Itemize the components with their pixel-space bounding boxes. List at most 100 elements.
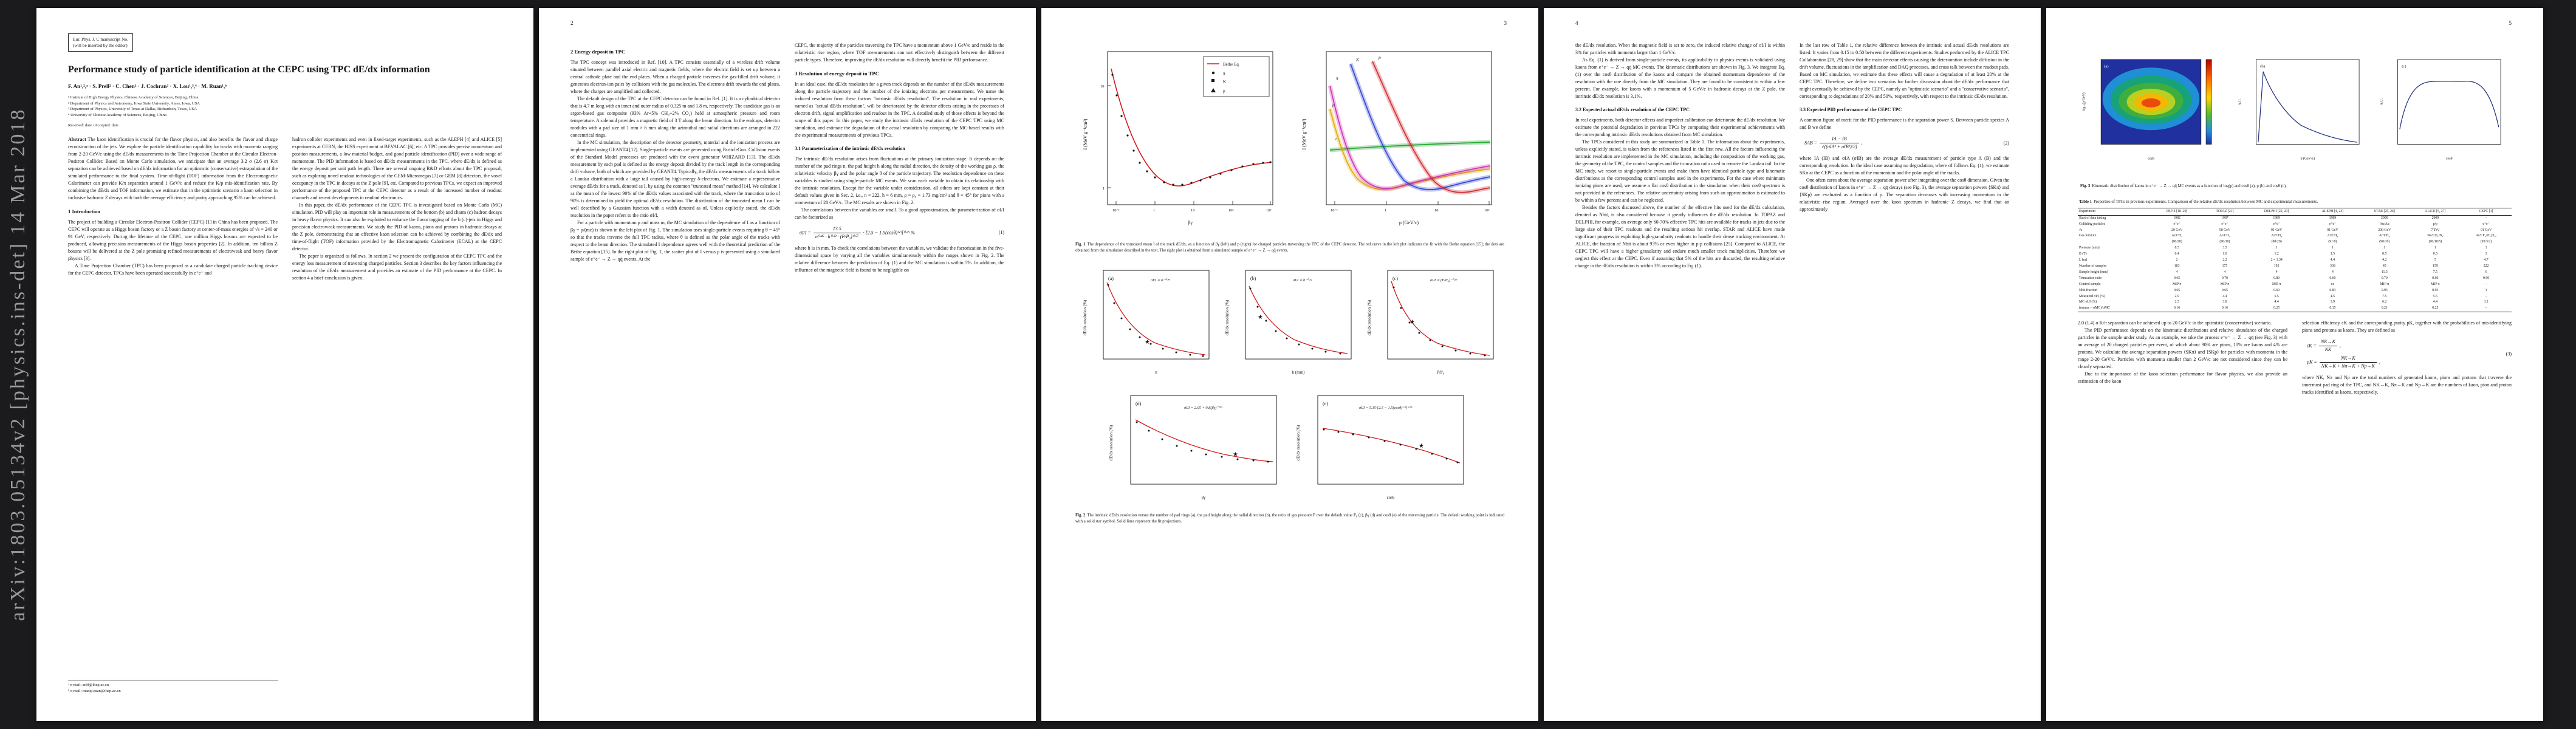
svg-text:A.U.: A.U. <box>2239 98 2242 106</box>
table-header: TOPAZ [21] <box>2202 208 2247 216</box>
paragraph: In this paper, the dE/dx performance of … <box>292 202 502 252</box>
paragraph: CEPC, the majority of the particles trav… <box>795 43 1004 63</box>
table-row: Number of samples 183 175 192 338 45 159 222 <box>2079 264 2489 268</box>
svg-text:p: p <box>1223 89 1225 94</box>
author-list: F. An¹,²,ᵃ · S. Prell² · C. Chen² · J. C… <box>68 83 227 89</box>
paragraph: A Time Projection Chamber (TPC) has been… <box>68 263 278 276</box>
table-row: (σmeas − σMC)/σMC 0.16 0.16 0.25 0.15 0.21 0.2… <box>2079 306 2487 310</box>
paragraph: Due to the importance of the kaon select… <box>2078 371 2287 385</box>
paragraph: where IA (IB) and σIA (σIB) are the aver… <box>1800 156 2009 176</box>
paragraph: selection efficiency εK and the correspo… <box>2302 320 2512 334</box>
table-row: Measured σI/I (%) 2.9 4.4 5.5 4.5 7.5 5.5– <box>2079 294 2487 298</box>
equation-number: (2) <box>2003 140 2009 146</box>
svg-text:σI/I = 2.05 + 0.8(βγ)⁻⁰·⁵: σI/I = 2.05 + 0.8(βγ)⁻⁰·⁵ <box>1184 406 1223 410</box>
figure2-panel-d: ★ (d) σI/I = 2.05 + 0.8(βγ)⁻⁰·⁵ βγ dE/dx… <box>1109 395 1277 500</box>
abstract-label: Abstract <box>68 137 88 143</box>
page-number: 2 <box>570 20 574 26</box>
table-row: Gas mixture Ar/CH₄ Ar/CH₄ Ar/CH₄ Ar/CH₄ Ar/CH… <box>2079 234 2497 238</box>
table-row: MC σI/I (%) 2.5 3.8 4.4 3.9 6.2 4.4 3.2 <box>2079 300 2489 304</box>
paragraph: The TPCs considered in this study are su… <box>1575 139 1785 203</box>
figure2-panel-c: ★ (c) σI/I ∝ (P/P₀)⁻⁰·⁵⁷ P/P₀ dE/dx reso… <box>1367 270 1494 375</box>
section-heading: 2 Energy deposit in TPC <box>570 49 626 55</box>
footnote-email: ᵃ e-mail: anff@ihep.ac.cn <box>68 683 109 688</box>
species-label-mu: μ <box>1332 102 1335 108</box>
svg-text:10⁻¹: 10⁻¹ <box>1112 208 1120 213</box>
svg-text:10³: 10³ <box>1266 208 1272 213</box>
default-point-star: ★ <box>1145 339 1150 346</box>
subsection-heading: 3.1 Parameterization of the intrinsic dE… <box>795 145 905 151</box>
paper-page-1: Eur. Phys. J. C manuscript No. (will be … <box>36 8 533 721</box>
table-header: PEP-4 [18–20] <box>2151 208 2203 216</box>
paragraph: For a particle with momentum p and mass … <box>570 219 780 262</box>
table-header: DELPHI [22, 23] <box>2247 208 2306 216</box>
journal-note-line-2: (will be inserted by the editor) <box>73 42 128 48</box>
table-row: Colliding particles e⁺e⁻ e⁺e⁻ e⁺e⁻ e⁺e⁻ Au/Au… <box>2079 222 2490 226</box>
figure2-panel-e: ★ (e) σI/I = 5.15·[2.5 − 1.5(cosθ)¹·³]⁰·… <box>1296 395 1464 500</box>
affiliation: ¹ Institute of High Energy Physics, Chin… <box>68 95 199 100</box>
section-heading: 3 Resolution of energy deposit in TPC <box>795 70 879 77</box>
default-point-star: ★ <box>1419 443 1424 450</box>
equation-number: (1) <box>998 230 1004 236</box>
p5-text-column-left: 2.0 (1.4) σ K/π separation can be achiev… <box>2078 320 2287 385</box>
svg-text:1: 1 <box>1153 208 1155 213</box>
page-number: 5 <box>2509 20 2512 26</box>
svg-text:(d): (d) <box>1136 401 1142 406</box>
subsection-heading: 3.3 Expected PID performance of the CEPC… <box>1800 107 1902 112</box>
figure1-legend: Bethe Eq π K p <box>1203 56 1270 97</box>
svg-text:Bethe Eq: Bethe Eq <box>1223 62 1239 67</box>
paragraph: Besides the factors discussed above, the… <box>1575 205 1785 269</box>
figure1-left-plot: 10⁻¹ 1 10 10² 10³ 10 1 <box>1083 51 1273 225</box>
svg-text:P/P₀: P/P₀ <box>1437 370 1445 375</box>
table-header: CEPC [1] <box>2461 208 2512 216</box>
x-axis-label: βγ <box>1188 220 1193 225</box>
document-pages: Eur. Phys. J. C manuscript No. (will be … <box>36 8 2543 721</box>
svg-text:(b): (b) <box>2260 64 2265 69</box>
kaon-kinematics-heatmap <box>2101 59 2201 145</box>
x-axis-label: p (GeV/c) <box>1399 220 1419 225</box>
paragraph: The TPC concept was introduced in Ref. [… <box>570 59 780 94</box>
p5-text-column-right: selection efficiency εK and the correspo… <box>2302 320 2512 396</box>
page-number: 4 <box>1575 20 1578 26</box>
paragraph: The PID performance depends on the kinem… <box>2078 327 2287 370</box>
svg-text:π: π <box>1223 71 1225 76</box>
paragraph: In an ideal case, the dE/dx resolution f… <box>795 81 1004 138</box>
svg-text:σI/I = 5.15·[2.5 − 1.5(cosθ)¹·: σI/I = 5.15·[2.5 − 1.5(cosθ)¹·³]⁰·²⁵ <box>1359 406 1413 410</box>
figure2-caption: Fig. 2 The intrinsic dE/dx resolution ver… <box>1075 513 1504 524</box>
species-label-pi: π <box>1336 75 1338 81</box>
species-label-e: e <box>1335 136 1337 142</box>
received-accepted-line: Received: date / Accepted: date <box>68 123 119 128</box>
svg-text:10⁻¹: 10⁻¹ <box>1331 208 1338 213</box>
svg-text:(e): (e) <box>1323 401 1328 406</box>
svg-text:(a): (a) <box>1108 276 1114 281</box>
table-row: Pressure (atm) 8.5 3.5 1 1 1 1 1 <box>2079 246 2487 250</box>
p1-text-column-right: hadron collider experiments and even in … <box>292 136 502 282</box>
paper-page-3: 3 10⁻¹ 1 10 10² 10³ 10 1 <box>1041 8 1538 721</box>
arxiv-watermark: arXiv:1803.05134v2 [physics.ins-det] 14 … <box>7 108 29 621</box>
svg-text:σI/I ∝ h⁻⁰·³²: σI/I ∝ h⁻⁰·³² <box>1293 278 1312 282</box>
bethe-curve <box>1111 68 1272 187</box>
table-header: STAR [25, 26] <box>2358 208 2410 216</box>
figure3-panel-a: (a) cosθ log₁₀(p/GeV) <box>2082 59 2212 160</box>
svg-text:10: 10 <box>1191 208 1195 213</box>
svg-text:dE/dx resolution (%): dE/dx resolution (%) <box>1296 425 1301 460</box>
table1-caption: Table 1 Properties of TPCs in previous ex… <box>2079 199 2318 204</box>
table-row: Sample height (mm) 4 4 4 4 11.5 7.5 6 <box>2079 270 2487 274</box>
equation: εK = NK→K NK , pK = NK→K NK→K + Nπ→K + Np→K… <box>2307 339 2512 369</box>
paragraph: where h is in mm. To check the correlati… <box>795 245 1004 273</box>
table-row: L (m) 2 2.2 2 × 1.34 4.4 4.2 5 4.7 <box>2079 258 2489 262</box>
svg-text:10: 10 <box>1100 84 1105 89</box>
figure2-panel-a: ★ (a) σI/I ∝ n⁻⁰·⁴⁶ n dE/dx resolution (… <box>1083 270 1210 375</box>
journal-note-box: Eur. Phys. J. C manuscript No. (will be … <box>68 33 133 52</box>
table-row: Control sample MIP π MIP π MIP π e± MIP π MIP … <box>2079 282 2487 286</box>
paragraph: As Eq. (1) is derived from single-partic… <box>1575 57 1785 99</box>
svg-text:K: K <box>1223 80 1226 84</box>
affiliation: ³ Department of Physics, University of T… <box>68 107 197 112</box>
table-row: Truncation ratio 0.65 0.70 0.80 0.60 0.70 0.60… <box>2079 276 2490 280</box>
svg-text:1: 1 <box>1103 187 1105 191</box>
default-point-star: ★ <box>1233 451 1238 458</box>
svg-text:(c): (c) <box>1392 276 1398 281</box>
svg-text:dE/dx resolution (%): dE/dx resolution (%) <box>1367 299 1372 335</box>
paragraph: In the MC simulation, the description of… <box>570 139 780 218</box>
svg-text:(a): (a) <box>2104 64 2108 69</box>
svg-text:dE/dx resolution (%): dE/dx resolution (%) <box>1225 299 1230 335</box>
